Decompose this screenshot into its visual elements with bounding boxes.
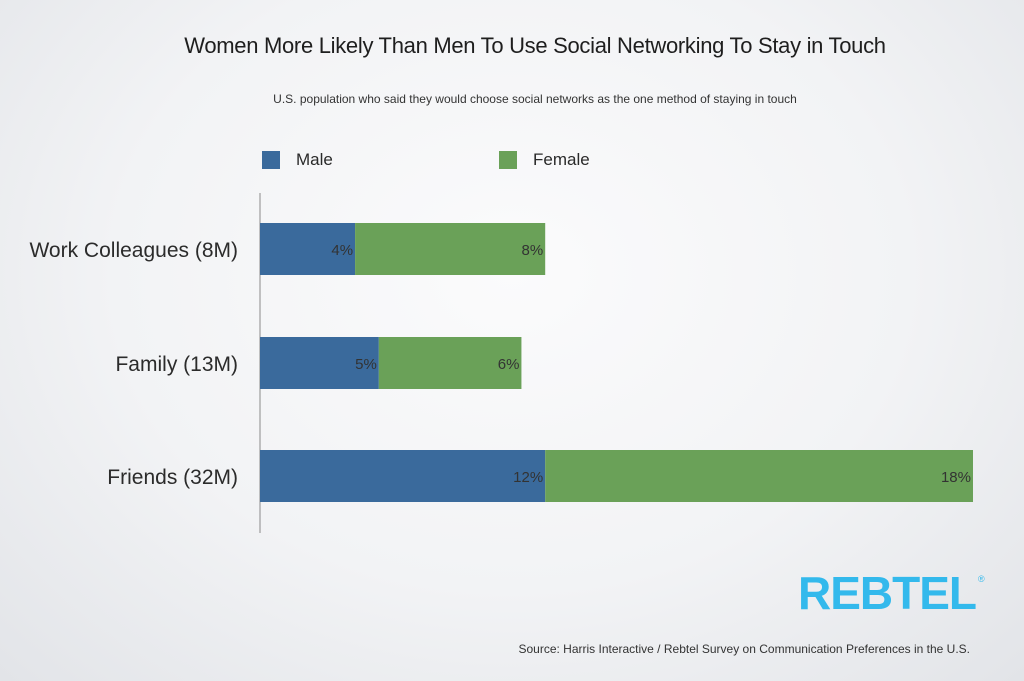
bar-male xyxy=(260,450,546,502)
category-label: Work Colleagues (8M) xyxy=(29,239,238,262)
bar-female xyxy=(378,337,522,389)
data-label-male: 5% xyxy=(355,356,377,373)
legend-label-female: Female xyxy=(533,150,590,169)
chart-title: Women More Likely Than Men To Use Social… xyxy=(184,33,886,58)
data-label-female: 8% xyxy=(522,242,544,259)
logo-registered-mark: ® xyxy=(978,574,985,584)
source-note: Source: Harris Interactive / Rebtel Surv… xyxy=(518,642,970,656)
logo-text: REBTEL xyxy=(798,567,977,619)
category-label: Friends (32M) xyxy=(107,466,238,489)
category-label: Family (13M) xyxy=(115,353,238,376)
data-label-male: 12% xyxy=(513,469,543,486)
data-label-male: 4% xyxy=(331,242,353,259)
bar-male xyxy=(260,337,379,389)
bar-female xyxy=(355,223,546,275)
legend-item-male: Male xyxy=(262,149,333,171)
rebtel-logo: REBTEL ® xyxy=(798,570,985,616)
chart-subtitle: U.S. population who said they would choo… xyxy=(273,92,797,106)
bar-female xyxy=(545,450,973,502)
legend-swatch-male xyxy=(262,151,280,169)
legend-item-female: Female xyxy=(499,149,590,171)
data-label-female: 18% xyxy=(941,469,971,486)
legend-label-male: Male xyxy=(296,150,333,169)
data-label-female: 6% xyxy=(498,356,520,373)
bar-male xyxy=(260,223,356,275)
legend-swatch-female xyxy=(499,151,517,169)
